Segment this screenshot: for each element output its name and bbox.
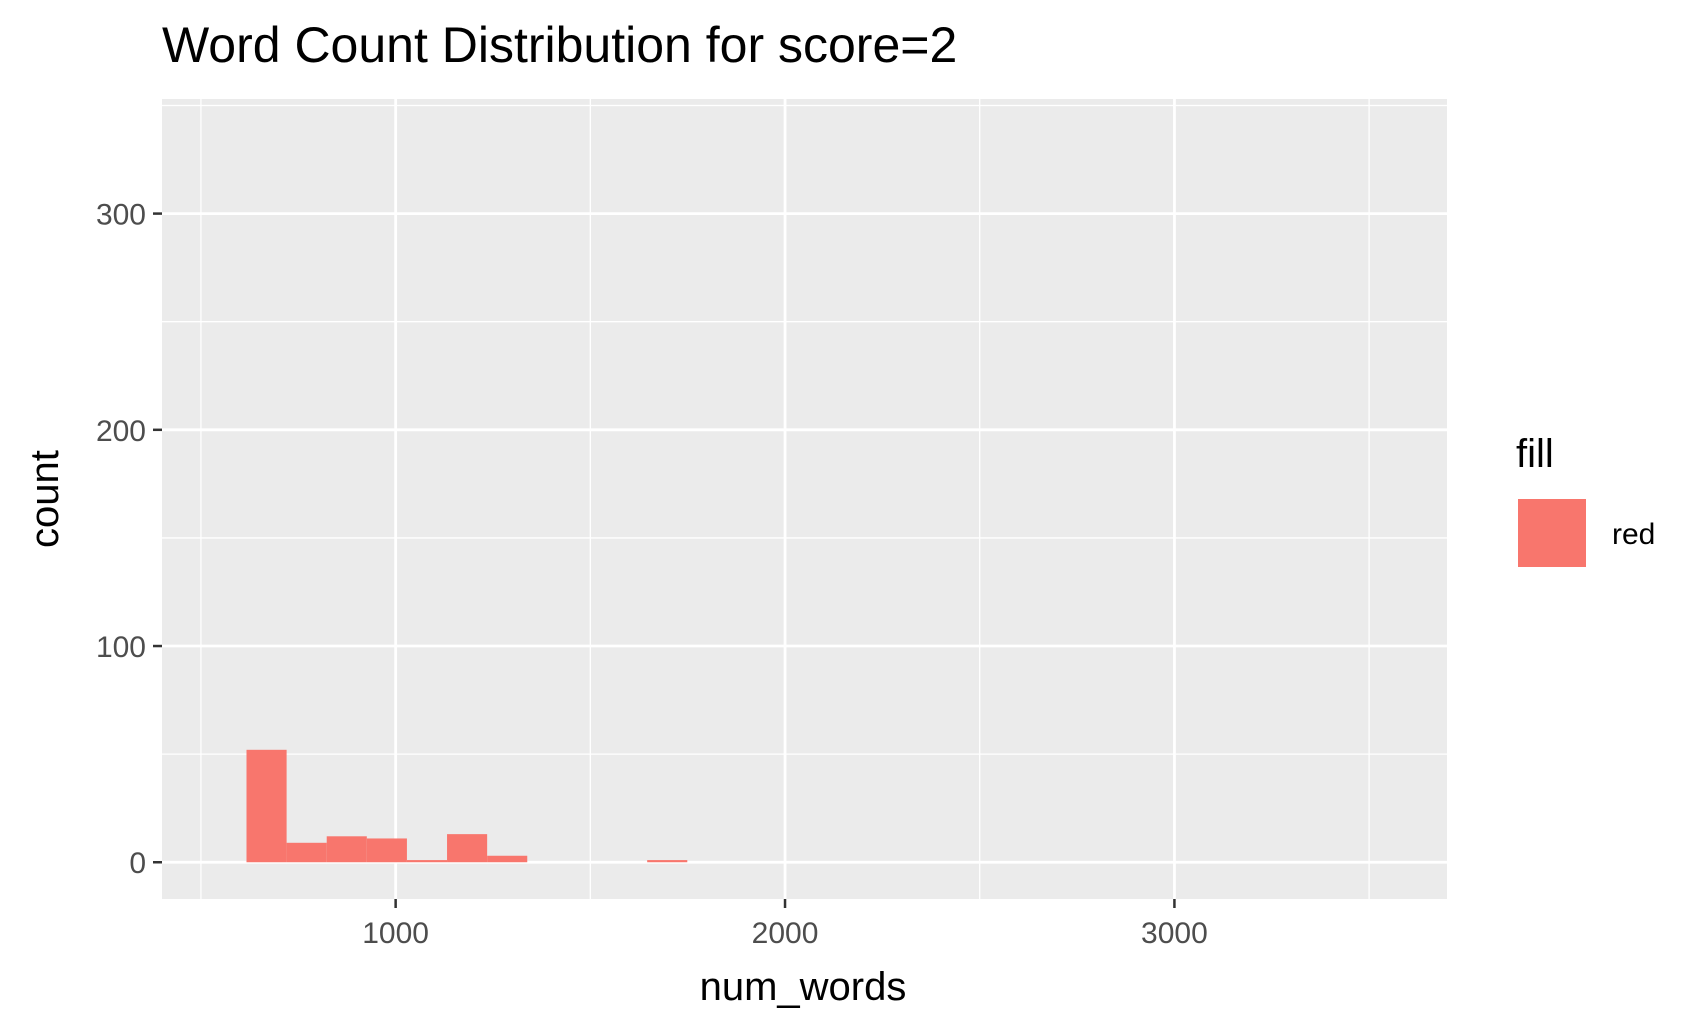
histogram-bar	[246, 749, 287, 863]
histogram-bar	[487, 855, 528, 863]
histogram-bar	[286, 842, 327, 863]
legend-title: fill	[1516, 432, 1554, 476]
y-axis: 0 100 200 300	[96, 199, 162, 880]
legend-label-red: red	[1612, 518, 1655, 551]
x-axis: 1000 2000 3000	[362, 899, 1208, 950]
plot-panel	[162, 99, 1447, 899]
y-tick-label: 200	[96, 415, 146, 448]
x-tick-label: 1000	[362, 917, 429, 950]
y-tick-label: 300	[96, 199, 146, 232]
y-tick-label: 100	[96, 631, 146, 664]
y-axis-title: count	[23, 450, 67, 548]
histogram-bar	[447, 834, 488, 863]
chart-title: Word Count Distribution for score=2	[162, 17, 957, 73]
histogram-bar	[366, 838, 407, 863]
y-tick-label: 0	[129, 847, 146, 880]
legend-key-red	[1518, 499, 1586, 567]
histogram-bars	[246, 749, 688, 863]
minor-grid	[162, 99, 1447, 899]
x-tick-label: 3000	[1141, 917, 1208, 950]
x-tick-label: 2000	[752, 917, 819, 950]
x-axis-title: num_words	[700, 965, 907, 1009]
histogram-bar	[406, 860, 448, 863]
histogram-bar	[326, 836, 367, 863]
legend: fill red	[1516, 432, 1655, 567]
histogram-bar	[647, 860, 688, 863]
